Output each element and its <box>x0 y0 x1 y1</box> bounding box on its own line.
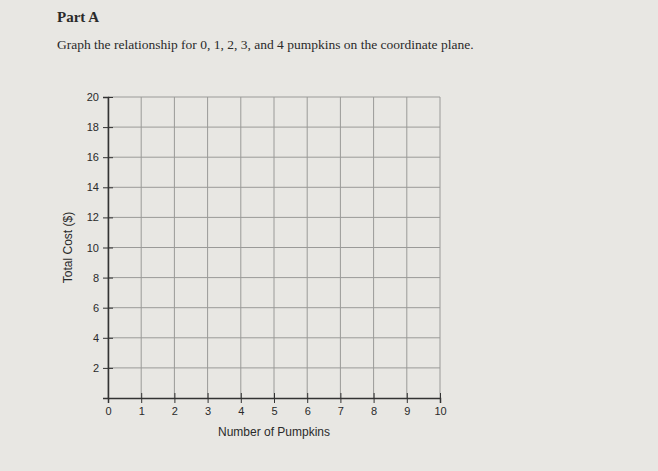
tick-label: 10 <box>434 405 446 417</box>
tick-mark <box>103 308 113 309</box>
x-axis: 0 1 2 3 4 5 6 7 8 9 10 <box>105 393 446 417</box>
tick: 8 <box>93 272 113 284</box>
heading: Part A <box>57 9 99 25</box>
tick-mark <box>103 368 113 369</box>
grid-line <box>108 217 440 218</box>
tick-label: 3 <box>205 405 211 417</box>
tick-mark <box>307 393 308 403</box>
tick: 4 <box>93 332 113 344</box>
grid-line <box>108 247 440 248</box>
tick: 16 <box>87 151 113 163</box>
tick-label: 12 <box>87 211 99 223</box>
tick-mark <box>174 393 175 403</box>
tick-label: 1 <box>139 405 145 417</box>
tick-label: 8 <box>371 405 377 417</box>
tick-mark <box>103 248 113 249</box>
tick-label: 16 <box>87 151 99 163</box>
tick-label: 6 <box>93 302 99 314</box>
grid-line <box>108 187 440 188</box>
grid-line <box>108 127 440 128</box>
tick: 18 <box>87 121 113 133</box>
tick: 7 <box>338 393 344 417</box>
grid <box>108 97 440 398</box>
tick: 2 <box>172 393 178 417</box>
tick-label: 0 <box>105 405 111 417</box>
tick-mark <box>241 393 242 403</box>
tick-mark <box>374 393 375 403</box>
tick-label: 10 <box>87 242 99 254</box>
tick-mark <box>103 278 113 279</box>
tick: 20 <box>87 91 113 103</box>
tick-label: 8 <box>93 272 99 284</box>
tick: 10 <box>87 242 113 254</box>
grid-line <box>108 157 440 158</box>
tick: 3 <box>205 393 211 417</box>
tick-mark <box>103 217 113 218</box>
grid-line <box>108 367 440 368</box>
tick-label: 2 <box>93 362 99 374</box>
tick-mark <box>440 393 441 403</box>
tick-label: 20 <box>87 91 99 103</box>
grid-line <box>108 307 440 308</box>
tick-label: 7 <box>338 405 344 417</box>
tick-label: 6 <box>305 405 311 417</box>
y-axis: 2 4 6 8 10 12 14 16 18 20 <box>87 91 113 398</box>
tick: 14 <box>87 181 113 193</box>
tick: 6 <box>93 302 113 314</box>
x-axis-title: Number of Pumpkins <box>218 425 330 439</box>
y-axis-title: Total Cost ($) <box>61 212 75 283</box>
tick-mark <box>103 97 113 98</box>
tick: 8 <box>371 393 377 417</box>
instruction: Graph the relationship for 0, 1, 2, 3, a… <box>57 37 474 52</box>
chart: Part A Graph the relationship for 0, 1, 2… <box>0 0 658 471</box>
tick: 2 <box>93 362 113 374</box>
tick-mark <box>141 393 142 403</box>
tick-label: 4 <box>238 405 244 417</box>
tick-mark <box>103 157 113 158</box>
tick: 6 <box>305 393 311 417</box>
tick-mark <box>103 127 113 128</box>
tick: 9 <box>404 393 410 417</box>
tick: 12 <box>87 211 113 223</box>
tick-mark <box>407 393 408 403</box>
tick-label: 9 <box>404 405 410 417</box>
tick-mark <box>274 393 275 403</box>
tick-mark <box>103 338 113 339</box>
tick-mark <box>103 187 113 188</box>
tick: 10 <box>434 393 446 417</box>
grid-line <box>108 337 440 338</box>
tick-label: 14 <box>87 181 99 193</box>
tick-label: 5 <box>271 405 277 417</box>
tick: 1 <box>139 393 145 417</box>
tick-mark <box>340 393 341 403</box>
grid-line <box>108 97 440 98</box>
tick-label: 2 <box>172 405 178 417</box>
tick-label: 18 <box>87 121 99 133</box>
tick-mark <box>208 393 209 403</box>
tick: 5 <box>271 393 277 417</box>
background <box>0 0 658 471</box>
tick: 4 <box>238 393 244 417</box>
grid-line <box>108 277 440 278</box>
tick-label: 4 <box>93 332 99 344</box>
